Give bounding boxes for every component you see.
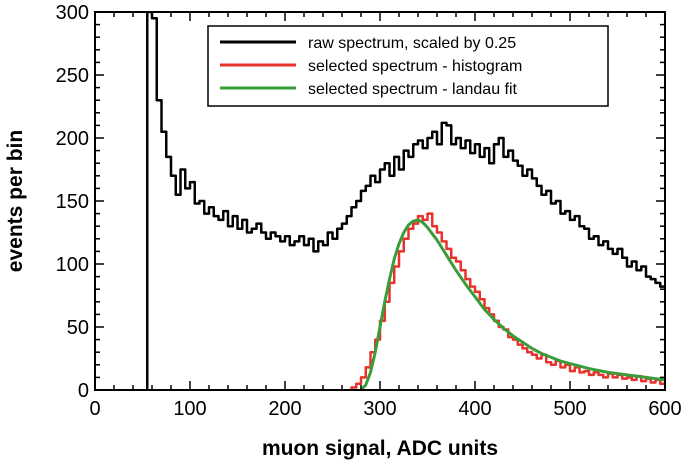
y-tick-label: 150: [56, 191, 89, 213]
x-tick-label: 200: [268, 398, 301, 420]
x-tick-label: 100: [173, 398, 206, 420]
x-axis-label: muon signal, ADC units: [262, 437, 498, 460]
x-tick-label: 300: [363, 398, 396, 420]
x-tick-label: 600: [648, 398, 681, 420]
series-line-2: [359, 218, 665, 390]
tick-labels: 0 100 200 300 400 500 600 0 50 100 150 200 250 300: [56, 2, 682, 420]
series-line-0: [146, 12, 665, 390]
legend-entry: selected spectrum - histogram: [308, 58, 522, 75]
y-tick-label: 250: [56, 65, 89, 87]
y-axis-label: events per bin: [4, 130, 27, 272]
x-tick-label: 400: [458, 398, 491, 420]
legend-entry: selected spectrum - landau fit: [308, 81, 518, 98]
x-tick-label: 0: [89, 398, 100, 420]
y-tick-label: 0: [78, 380, 89, 402]
y-tick-label: 300: [56, 2, 89, 24]
legend: raw spectrum, scaled by 0.25 selected spe…: [207, 25, 609, 107]
axis-ticks: [94, 11, 666, 391]
legend-entry: raw spectrum, scaled by 0.25: [308, 35, 516, 52]
x-tick-label: 500: [553, 398, 586, 420]
y-tick-label: 200: [56, 128, 89, 150]
y-tick-label: 50: [67, 317, 89, 339]
plot-content: [146, 12, 665, 390]
y-tick-label: 100: [56, 254, 89, 276]
